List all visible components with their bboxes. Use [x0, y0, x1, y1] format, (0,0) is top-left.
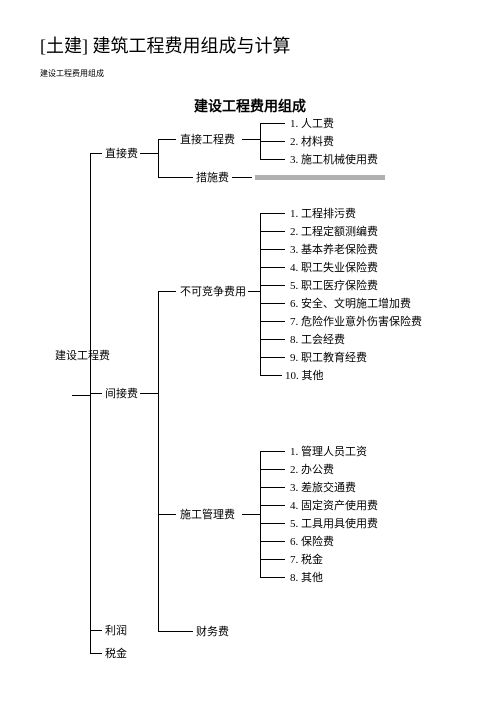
node-l1-c: 利润	[105, 625, 127, 637]
leaf-b1-4: 4. 职工失业保险费	[290, 262, 378, 274]
node-root: 建设工程费	[55, 348, 67, 365]
node-l1-d: 税金	[105, 648, 127, 660]
node-l2-b1: 不可竞争费用	[180, 286, 246, 298]
leaf-b1-5: 5. 职工医疗保险费	[290, 280, 378, 292]
leaf-b2-6: 6. 保险费	[290, 536, 334, 548]
page-title: [土建] 建筑工程费用组成与计算	[40, 32, 291, 58]
leaf-b1-3: 3. 基本养老保险费	[290, 244, 378, 256]
node-l2-b3: 财务费	[196, 626, 229, 638]
node-l1-a: 直接费	[105, 148, 138, 160]
leaf-b2-1: 1. 管理人员工资	[290, 446, 367, 458]
leaf-b2-4: 4. 固定资产使用费	[290, 500, 378, 512]
leaf-b1-1: 1. 工程排污费	[290, 208, 356, 220]
node-l2-a2: 措施费	[196, 172, 229, 184]
leaf-b2-7: 7. 税金	[290, 554, 323, 566]
leaf-b1-10: 10. 其他	[285, 370, 324, 382]
leaf-a1-3: 3. 施工机械使用费	[290, 154, 378, 166]
leaf-b2-2: 2. 办公费	[290, 464, 334, 476]
page: [土建] 建筑工程费用组成与计算 建设工程费用组成 建设工程费用组成 建设工程费…	[0, 0, 500, 707]
leaf-b2-8: 8. 其他	[290, 572, 323, 584]
node-l1-b: 间接费	[105, 388, 138, 400]
leaf-b1-9: 9. 职工教育经费	[290, 352, 367, 364]
chart-title: 建设工程费用组成	[0, 96, 500, 116]
node-l2-a1: 直接工程费	[180, 134, 235, 146]
gray-bar	[255, 175, 385, 180]
leaf-b1-8: 8. 工会经费	[290, 334, 345, 346]
node-l2-b2: 施工管理费	[180, 509, 235, 521]
page-subtitle: 建设工程费用组成	[40, 68, 104, 79]
leaf-b1-2: 2. 工程定额测编费	[290, 226, 378, 238]
leaf-b2-5: 5. 工具用具使用费	[290, 518, 378, 530]
leaf-a1-2: 2. 材料费	[290, 136, 334, 148]
leaf-b1-7: 7. 危险作业意外伤害保险费	[290, 316, 422, 328]
leaf-b1-6: 6. 安全、文明施工增加费	[290, 298, 411, 310]
leaf-a1-1: 1. 人工费	[290, 118, 334, 130]
leaf-b2-3: 3. 差旅交通费	[290, 482, 356, 494]
